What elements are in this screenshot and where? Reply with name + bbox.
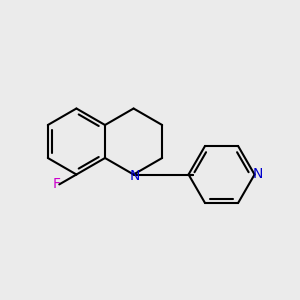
Text: F: F [52, 177, 60, 191]
Text: N: N [129, 169, 140, 182]
Text: N: N [252, 167, 263, 182]
